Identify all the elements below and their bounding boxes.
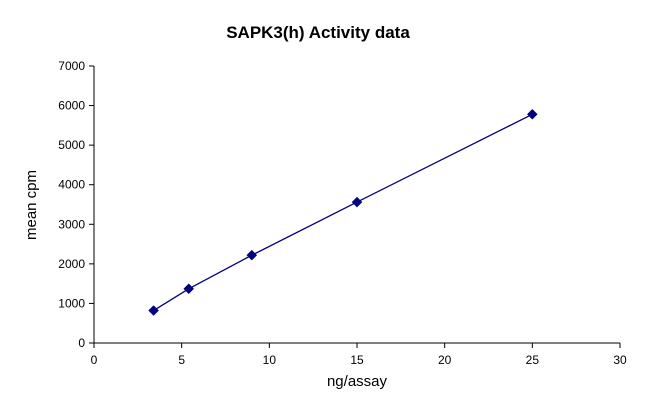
y-tick-label: 7000	[58, 59, 85, 73]
y-tick-label: 5000	[58, 138, 85, 152]
y-tick-label: 3000	[58, 217, 85, 231]
y-tick-label: 0	[78, 336, 85, 350]
y-tick-label: 1000	[58, 296, 85, 310]
x-tick-label: 20	[438, 353, 452, 367]
x-tick-label: 10	[263, 353, 277, 367]
x-tick-label: 15	[350, 353, 364, 367]
x-tick-label: 25	[526, 353, 540, 367]
chart-title: SAPK3(h) Activity data	[226, 23, 410, 42]
x-axis-label: ng/assay	[327, 373, 388, 390]
data-point	[246, 249, 258, 261]
y-ticks: 0 1000 2000 3000 4000 5000 6000 7000	[58, 59, 94, 350]
y-tick-label: 4000	[58, 178, 85, 192]
y-tick-label: 6000	[58, 99, 85, 113]
y-axis-label: mean cpm	[23, 170, 40, 240]
y-tick-label: 2000	[58, 257, 85, 271]
data-point	[183, 283, 195, 295]
data-point	[148, 305, 159, 316]
x-tick-label: 5	[178, 353, 185, 367]
x-ticks: 0 5 10 15 20 25 30	[91, 343, 627, 367]
data-point	[351, 196, 363, 208]
series-line	[153, 113, 533, 312]
x-tick-label: 30	[613, 353, 627, 367]
x-tick-label: 0	[91, 353, 98, 367]
data-point	[526, 108, 538, 120]
series-layer	[148, 108, 538, 316]
